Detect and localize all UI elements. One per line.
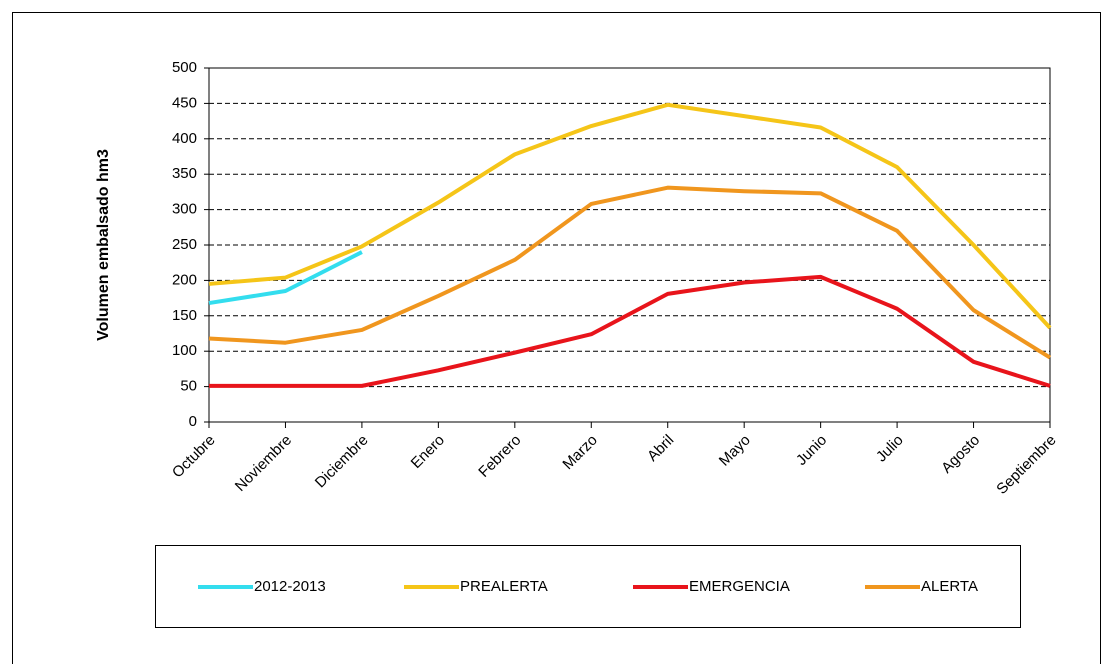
y-tick-label: 100 [172, 342, 197, 359]
series-line [208, 250, 363, 306]
y-tick-label: 150 [172, 307, 197, 324]
legend-label: 2012-2013 [254, 578, 326, 595]
legend-label: PREALERTA [460, 578, 548, 595]
y-tick-label: 50 [180, 378, 197, 395]
y-tick-label: 0 [189, 413, 197, 430]
legend-label: ALERTA [921, 578, 978, 595]
y-tick-label: 300 [172, 201, 197, 218]
series-line [208, 185, 1052, 360]
series-line [209, 274, 1051, 388]
y-tick-label: 250 [172, 236, 197, 253]
series-line [208, 102, 1052, 330]
y-tick-label: 500 [172, 59, 197, 76]
y-tick-label: 450 [172, 94, 197, 111]
y-tick-label: 400 [172, 130, 197, 147]
y-tick-label: 200 [172, 271, 197, 288]
legend-label: EMERGENCIA [689, 578, 790, 595]
plot-border [208, 67, 1051, 423]
y-tick-label: 350 [172, 165, 197, 182]
y-axis-title: Volumen embalsado hm3 [95, 149, 112, 341]
